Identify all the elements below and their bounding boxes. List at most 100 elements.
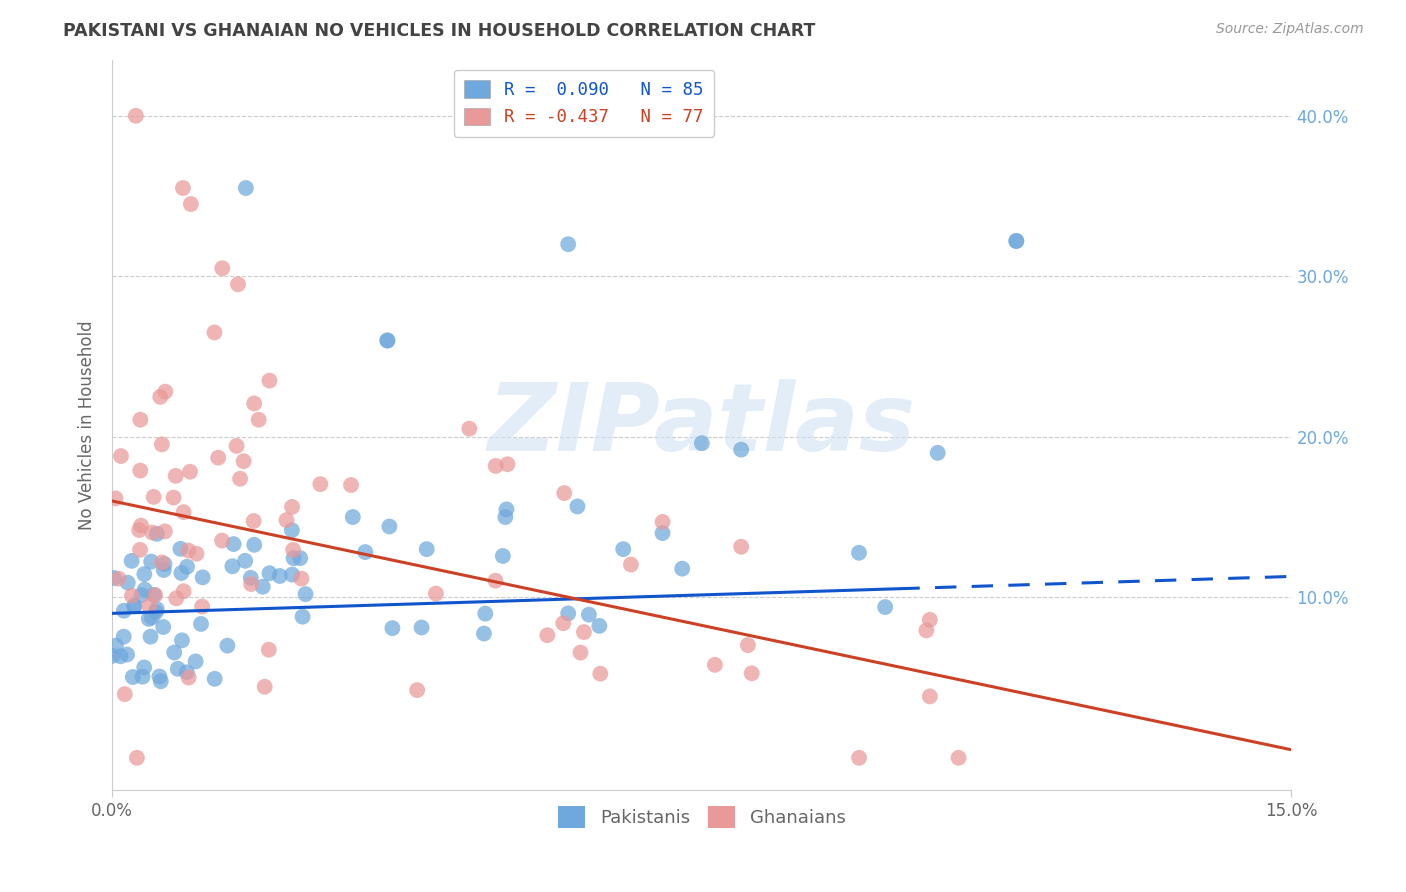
Point: [107, 572, 129, 586]
Point: [124, 599, 146, 613]
Point: [131, 670, 153, 684]
Y-axis label: No Vehicles in Household: No Vehicles in Household: [79, 320, 96, 530]
Point: [283, 551, 305, 566]
Point: [142, 490, 165, 504]
Point: [730, 540, 752, 554]
Point: [179, 465, 201, 479]
Point: [875, 600, 897, 615]
Point: [204, 326, 226, 340]
Point: [165, 468, 187, 483]
Point: [553, 486, 575, 500]
Point: [191, 599, 214, 614]
Point: [125, 109, 148, 123]
Point: [309, 477, 332, 491]
Point: [948, 751, 970, 765]
Point: [146, 602, 169, 616]
Point: [129, 518, 152, 533]
Point: [148, 669, 170, 683]
Point: [226, 277, 249, 292]
Point: [180, 197, 202, 211]
Point: [131, 588, 153, 602]
Point: [567, 500, 589, 514]
Point: [578, 607, 600, 622]
Point: [281, 500, 304, 514]
Point: [129, 413, 152, 427]
Point: [589, 666, 612, 681]
Point: [1005, 234, 1028, 248]
Point: [235, 181, 257, 195]
Point: [259, 374, 281, 388]
Point: [104, 639, 127, 653]
Point: [165, 591, 187, 606]
Point: [141, 555, 163, 569]
Point: [129, 464, 152, 478]
Point: [741, 666, 763, 681]
Point: [247, 413, 270, 427]
Point: [233, 554, 256, 568]
Point: [211, 533, 233, 548]
Point: [170, 633, 193, 648]
Point: [242, 514, 264, 528]
Point: [848, 546, 870, 560]
Point: [288, 551, 311, 566]
Text: PAKISTANI VS GHANAIAN NO VEHICLES IN HOUSEHOLD CORRELATION CHART: PAKISTANI VS GHANAIAN NO VEHICLES IN HOU…: [63, 22, 815, 40]
Point: [495, 502, 517, 516]
Point: [101, 648, 124, 663]
Point: [458, 422, 481, 436]
Point: [146, 526, 169, 541]
Point: [155, 384, 177, 399]
Point: [620, 558, 643, 572]
Point: [229, 472, 252, 486]
Point: [166, 662, 188, 676]
Point: [125, 751, 148, 765]
Point: [145, 605, 167, 619]
Point: [232, 454, 254, 468]
Point: [138, 612, 160, 626]
Point: [176, 665, 198, 680]
Point: [257, 642, 280, 657]
Point: [378, 519, 401, 533]
Point: [186, 547, 208, 561]
Point: [340, 478, 363, 492]
Point: [253, 680, 276, 694]
Point: [141, 610, 163, 624]
Point: [290, 572, 312, 586]
Point: [239, 571, 262, 585]
Point: [169, 541, 191, 556]
Point: [217, 639, 239, 653]
Text: ZIPatlas: ZIPatlas: [488, 379, 915, 471]
Point: [671, 562, 693, 576]
Point: [162, 491, 184, 505]
Point: [225, 439, 247, 453]
Point: [153, 524, 176, 539]
Point: [134, 660, 156, 674]
Point: [112, 604, 135, 618]
Point: [703, 657, 725, 672]
Point: [204, 672, 226, 686]
Text: Source: ZipAtlas.com: Source: ZipAtlas.com: [1216, 22, 1364, 37]
Point: [612, 542, 634, 557]
Point: [411, 620, 433, 634]
Point: [927, 446, 949, 460]
Point: [138, 599, 160, 613]
Point: [184, 654, 207, 668]
Point: [173, 505, 195, 519]
Point: [381, 621, 404, 635]
Point: [152, 620, 174, 634]
Point: [651, 526, 673, 541]
Point: [283, 543, 305, 558]
Point: [553, 616, 575, 631]
Point: [121, 589, 143, 603]
Point: [472, 626, 495, 640]
Point: [191, 570, 214, 584]
Point: [730, 442, 752, 457]
Point: [150, 555, 173, 569]
Point: [291, 609, 314, 624]
Point: [918, 690, 941, 704]
Point: [121, 670, 143, 684]
Point: [211, 261, 233, 276]
Point: [485, 458, 508, 473]
Point: [918, 613, 941, 627]
Point: [572, 625, 595, 640]
Point: [557, 237, 579, 252]
